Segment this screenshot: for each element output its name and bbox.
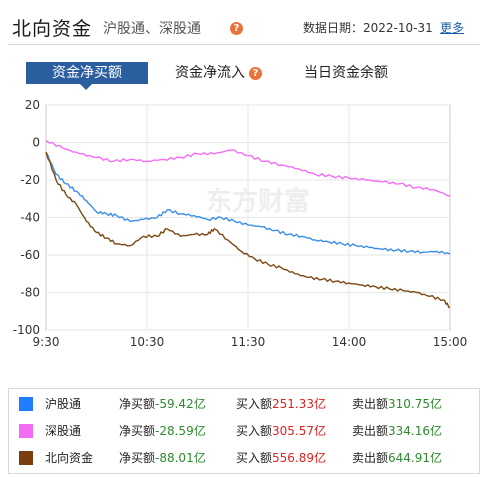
buy-label: 买入额	[236, 424, 273, 438]
buy-value: 251.33亿	[272, 397, 327, 411]
y-tick-label: 0	[32, 136, 40, 150]
help-icon[interactable]: ?	[230, 22, 243, 35]
buy-value: 556.89亿	[272, 451, 327, 465]
help-icon[interactable]: ?	[249, 67, 262, 80]
net-buy-label: 净买额	[119, 397, 156, 411]
net-buy-value: -88.01亿	[155, 451, 206, 465]
buy-label: 买入额	[236, 397, 273, 411]
tab-daily-balance[interactable]: 当日资金余额	[304, 65, 388, 81]
more-link[interactable]: 更多	[440, 21, 465, 35]
buy-label: 买入额	[236, 451, 273, 465]
net-buy-cell: 净买额-28.59亿	[119, 421, 206, 441]
legend-row: 深股通 净买额-28.59亿 买入额305.57亿 卖出额334.16亿	[9, 421, 479, 441]
x-tick-label: 15:00	[433, 335, 468, 349]
y-tick-label: -100	[13, 323, 40, 337]
legend-swatch	[19, 397, 33, 411]
buy-cell: 买入额305.57亿	[236, 421, 326, 441]
buy-cell: 买入额251.33亿	[236, 394, 326, 414]
sell-label: 卖出额	[352, 397, 389, 411]
net-buy-cell: 净买额-88.01亿	[119, 448, 206, 468]
legend-row: 沪股通 净买额-59.42亿 买入额251.33亿 卖出额310.75亿	[9, 394, 479, 414]
data-date: 数据日期：2022-10-31	[303, 19, 433, 36]
date-value: 2022-10-31	[363, 21, 433, 35]
legend-name: 沪股通	[45, 397, 82, 411]
date-label: 数据日期：	[303, 21, 364, 35]
series-line	[45, 151, 451, 255]
y-tick-label: 20	[25, 98, 40, 112]
buy-value: 305.57亿	[272, 424, 327, 438]
series-line	[45, 151, 451, 309]
legend-name: 北向资金	[45, 451, 94, 465]
x-tick-label: 14:00	[332, 335, 367, 349]
x-tick-label: 10:30	[130, 335, 165, 349]
net-buy-value: -59.42亿	[155, 397, 206, 411]
y-tick-label: -20	[20, 173, 40, 187]
sell-value: 644.91亿	[388, 451, 443, 465]
y-tick-label: -40	[20, 211, 40, 225]
legend-table: 沪股通 净买额-59.42亿 买入额251.33亿 卖出额310.75亿 深股通…	[8, 388, 480, 474]
active-tab-caret-icon	[80, 84, 92, 90]
y-tick-label: -80	[20, 286, 40, 300]
x-tick-label: 11:30	[231, 335, 266, 349]
net-buy-value: -28.59亿	[155, 424, 206, 438]
legend-row: 北向资金 净买额-88.01亿 买入额556.89亿 卖出额644.91亿	[9, 448, 479, 468]
series-line	[45, 140, 451, 197]
header-bar: 北向资金 沪股通、深股通 ? 数据日期：2022-10-31 更多	[0, 0, 488, 52]
x-tick-label: 9:30	[33, 335, 60, 349]
page-title: 北向资金	[12, 18, 93, 40]
sell-label: 卖出额	[352, 451, 389, 465]
y-tick-label: -60	[20, 248, 40, 262]
net-buy-cell: 净买额-59.42亿	[119, 394, 206, 414]
header-divider	[8, 44, 480, 45]
tab-net-buy[interactable]: 资金净买额	[26, 62, 148, 84]
legend-name: 深股通	[45, 424, 82, 438]
page-subtitle: 沪股通、深股通	[103, 21, 201, 37]
sell-value: 310.75亿	[388, 397, 443, 411]
sell-value: 334.16亿	[388, 424, 443, 438]
sell-label: 卖出额	[352, 424, 389, 438]
sell-cell: 卖出额310.75亿	[352, 394, 442, 414]
watermark: 东方财富	[206, 186, 310, 217]
tab-net-inflow[interactable]: 资金净流入	[175, 65, 245, 81]
legend-swatch	[19, 424, 33, 438]
net-buy-label: 净买额	[119, 424, 156, 438]
sell-cell: 卖出额334.16亿	[352, 421, 442, 441]
sell-cell: 卖出额644.91亿	[352, 448, 442, 468]
buy-cell: 买入额556.89亿	[236, 448, 326, 468]
legend-swatch	[19, 451, 33, 465]
net-buy-label: 净买额	[119, 451, 156, 465]
